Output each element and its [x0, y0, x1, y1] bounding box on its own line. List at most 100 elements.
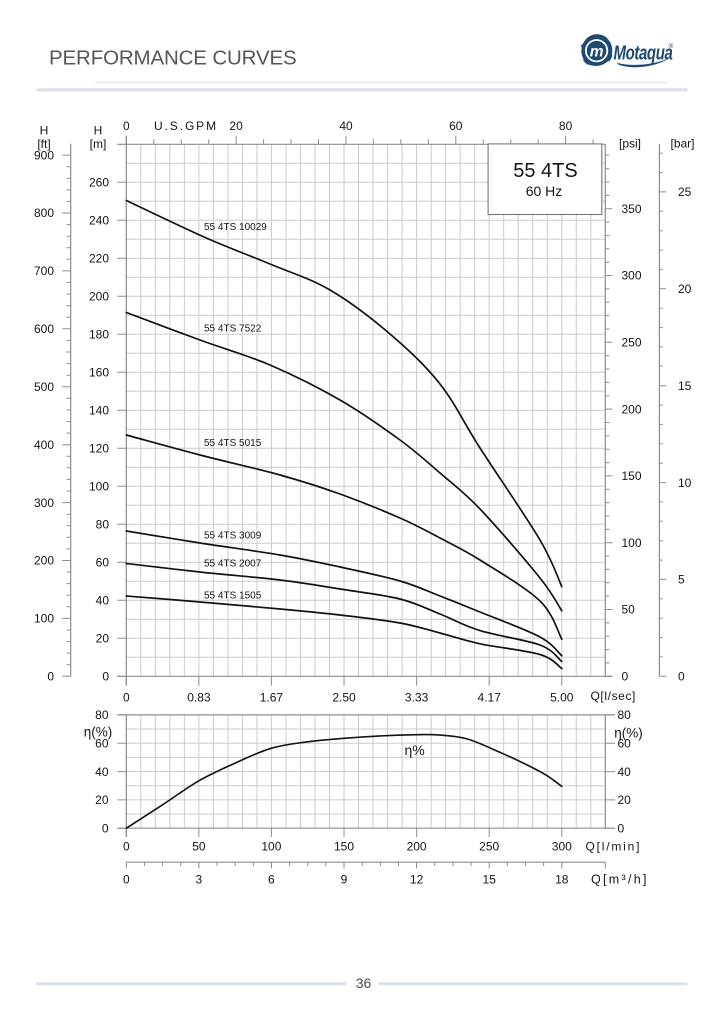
svg-text:3: 3 [196, 872, 203, 886]
svg-text:50: 50 [192, 840, 206, 854]
svg-text:4.17: 4.17 [478, 691, 502, 705]
svg-text:160: 160 [89, 366, 109, 380]
svg-text:10: 10 [678, 476, 692, 490]
svg-text:900: 900 [34, 148, 54, 162]
svg-text:12: 12 [410, 872, 424, 886]
svg-text:80: 80 [618, 708, 632, 722]
svg-text:60: 60 [95, 736, 109, 750]
svg-text:55 4TS 7522: 55 4TS 7522 [204, 324, 262, 335]
svg-text:25: 25 [678, 185, 692, 199]
svg-text:0: 0 [123, 872, 130, 886]
svg-text:600: 600 [34, 322, 54, 336]
svg-text:700: 700 [34, 264, 54, 278]
svg-text:Q[m³/h]: Q[m³/h] [591, 872, 649, 886]
svg-text:50: 50 [622, 603, 636, 617]
svg-text:40: 40 [339, 119, 353, 133]
svg-text:200: 200 [407, 840, 427, 854]
svg-text:[bar]: [bar] [670, 137, 694, 151]
svg-text:200: 200 [34, 554, 54, 568]
svg-text:60: 60 [96, 556, 110, 570]
svg-text:η(%): η(%) [84, 725, 113, 740]
svg-text:20: 20 [229, 119, 243, 133]
svg-text:40: 40 [618, 765, 632, 779]
svg-text:20: 20 [96, 632, 110, 646]
svg-text:300: 300 [34, 496, 54, 510]
svg-text:55 4TS 10029: 55 4TS 10029 [204, 222, 267, 233]
svg-text:18: 18 [555, 872, 569, 886]
svg-text:0.83: 0.83 [187, 691, 211, 705]
svg-text:55 4TS 5015: 55 4TS 5015 [204, 438, 262, 449]
svg-text:Motaqua: Motaqua [614, 41, 673, 64]
svg-text:[m]: [m] [90, 137, 107, 151]
svg-text:5.00: 5.00 [550, 691, 574, 705]
svg-text:350: 350 [622, 202, 642, 216]
svg-text:100: 100 [261, 840, 281, 854]
svg-text:500: 500 [34, 380, 54, 394]
svg-text:0: 0 [123, 840, 130, 854]
svg-text:200: 200 [622, 402, 642, 416]
svg-text:100: 100 [34, 612, 54, 626]
svg-text:200: 200 [89, 290, 109, 304]
svg-text:55 4TS 1505: 55 4TS 1505 [204, 591, 262, 602]
svg-text:40: 40 [95, 765, 109, 779]
svg-text:140: 140 [89, 404, 109, 418]
svg-text:®: ® [669, 42, 674, 50]
svg-text:Q[l/sec]: Q[l/sec] [591, 689, 636, 703]
svg-text:120: 120 [89, 442, 109, 456]
svg-text:20: 20 [678, 282, 692, 296]
svg-text:[ft]: [ft] [37, 137, 50, 151]
svg-text:1.67: 1.67 [260, 691, 284, 705]
svg-text:55 4TS: 55 4TS [513, 160, 577, 182]
svg-text:100: 100 [622, 536, 642, 550]
svg-text:55 4TS 3009: 55 4TS 3009 [204, 531, 262, 542]
svg-text:m: m [590, 43, 604, 60]
svg-text:800: 800 [34, 206, 54, 220]
svg-text:60: 60 [449, 119, 463, 133]
svg-text:80: 80 [96, 518, 110, 532]
svg-text:H: H [40, 124, 49, 138]
svg-text:80: 80 [95, 708, 109, 722]
svg-text:0: 0 [102, 821, 109, 835]
svg-text:15: 15 [678, 379, 692, 393]
svg-text:3.33: 3.33 [405, 691, 429, 705]
svg-text:20: 20 [618, 793, 632, 807]
svg-text:5: 5 [678, 573, 685, 587]
svg-text:PERFORMANCE CURVES: PERFORMANCE CURVES [49, 47, 297, 70]
svg-text:100: 100 [89, 480, 109, 494]
svg-text:220: 220 [89, 252, 109, 266]
svg-text:η%: η% [405, 742, 425, 758]
svg-text:15: 15 [483, 872, 497, 886]
svg-text:300: 300 [622, 269, 642, 283]
svg-text:H: H [94, 124, 103, 138]
svg-text:60: 60 [618, 736, 632, 750]
svg-text:6: 6 [268, 872, 275, 886]
svg-text:80: 80 [559, 119, 573, 133]
svg-text:260: 260 [89, 176, 109, 190]
svg-text:250: 250 [622, 336, 642, 350]
svg-text:Q[l/min]: Q[l/min] [586, 840, 642, 854]
svg-text:60 Hz: 60 Hz [526, 183, 563, 199]
svg-text:U.S.GPM: U.S.GPM [154, 119, 218, 133]
svg-text:9: 9 [341, 872, 348, 886]
svg-text:150: 150 [622, 469, 642, 483]
svg-text:20: 20 [95, 793, 109, 807]
svg-text:40: 40 [96, 594, 110, 608]
svg-text:0: 0 [622, 670, 629, 684]
svg-text:300: 300 [552, 840, 572, 854]
svg-text:η(%): η(%) [614, 726, 643, 741]
svg-text:0: 0 [123, 691, 130, 705]
svg-text:180: 180 [89, 328, 109, 342]
svg-text:0: 0 [123, 119, 130, 133]
svg-text:2.50: 2.50 [332, 691, 356, 705]
svg-text:36: 36 [356, 975, 372, 991]
svg-text:0: 0 [618, 821, 625, 835]
svg-text:400: 400 [34, 438, 54, 452]
svg-text:250: 250 [479, 840, 499, 854]
svg-text:0: 0 [102, 670, 109, 684]
svg-text:55 4TS 2007: 55 4TS 2007 [204, 559, 262, 570]
svg-text:0: 0 [47, 670, 54, 684]
svg-text:0: 0 [678, 670, 685, 684]
svg-text:240: 240 [89, 214, 109, 228]
svg-text:[psi]: [psi] [619, 137, 641, 151]
svg-text:150: 150 [334, 840, 354, 854]
